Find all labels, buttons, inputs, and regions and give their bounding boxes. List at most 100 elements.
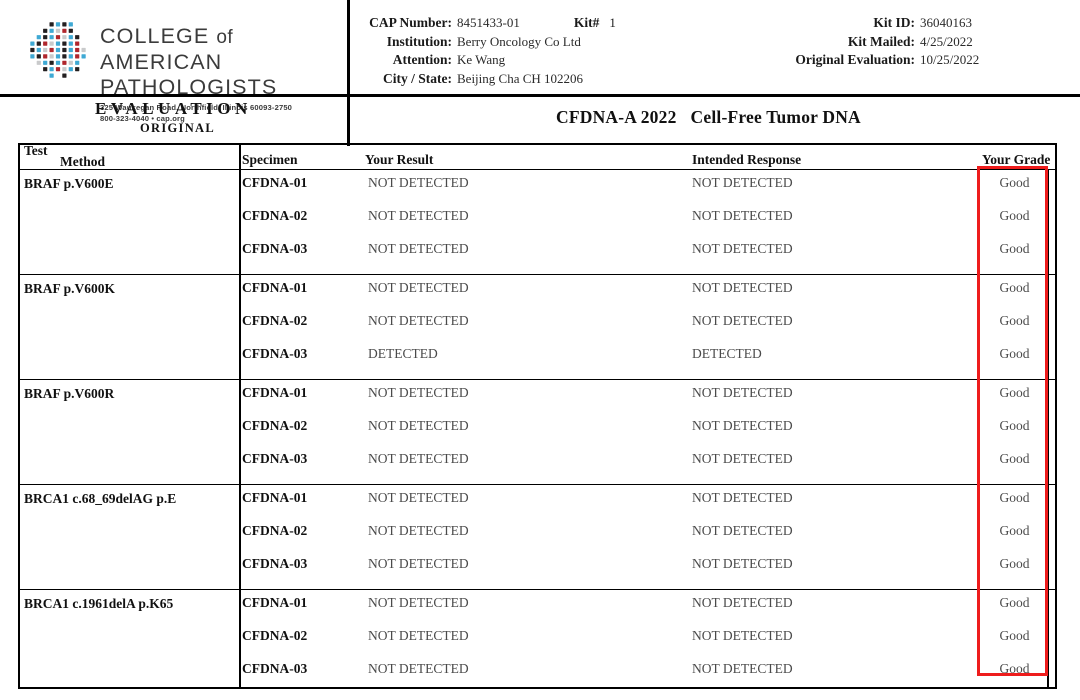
column-header-intended-response: Intended Response — [692, 152, 802, 167]
table-row: CFDNA-02 NOT DETECTED NOT DETECTED Good — [20, 521, 1055, 554]
cell-your-result: NOT DETECTED — [368, 280, 469, 295]
table-row: CFDNA-03 DETECTED DETECTED Good — [20, 344, 1055, 377]
cell-your-grade: Good — [999, 661, 1030, 676]
cell-your-grade: Good — [999, 313, 1030, 328]
table-row: CFDNA-03 NOT DETECTED NOT DETECTED Good — [20, 659, 1055, 692]
cell-intended-response: NOT DETECTED — [692, 490, 793, 505]
cell-your-result: NOT DETECTED — [368, 313, 469, 328]
evaluation-title: EVALUATION — [95, 99, 252, 118]
cell-intended-response: NOT DETECTED — [692, 280, 793, 295]
org-address-line-2: 800-323-4040 • cap.org — [100, 113, 185, 123]
table-body: BRAF p.V600E CFDNA-01 NOT DETECTED NOT DETE… — [20, 170, 1055, 694]
cell-your-result: DETECTED — [368, 346, 438, 361]
cell-intended-response: NOT DETECTED — [692, 385, 793, 400]
table-header-row: Test Method Specimen Your Result Intende… — [20, 143, 1055, 170]
cell-your-result: NOT DETECTED — [368, 175, 469, 190]
cell-specimen: CFDNA-03 — [242, 661, 308, 676]
cell-your-result: NOT DETECTED — [368, 595, 469, 610]
cell-your-grade: Good — [999, 280, 1030, 295]
column-header-specimen: Specimen — [242, 152, 298, 167]
org-name-word-of: of — [216, 27, 234, 48]
table-column-divider-specimen — [239, 145, 241, 689]
cell-specimen: CFDNA-01 — [242, 385, 308, 400]
header-vertical-divider — [347, 0, 350, 146]
field-label: City / State: — [383, 70, 452, 86]
cell-intended-response: NOT DETECTED — [692, 556, 793, 571]
field-label: Original Evaluation: — [795, 52, 915, 67]
test-method-name: BRCA1 c.1961delA p.K65 — [24, 596, 174, 611]
organization-block: COLLEGE of AMERICAN PATHOLOGISTS 325 Wau… — [0, 0, 347, 123]
cell-specimen: CFDNA-02 — [242, 418, 308, 433]
test-group: BRCA1 c.1961delA p.K65 CFDNA-01 NOT DETECT… — [20, 590, 1055, 694]
cell-intended-response: NOT DETECTED — [692, 523, 793, 538]
cell-intended-response: NOT DETECTED — [692, 418, 793, 433]
field-label: Attention: — [392, 52, 452, 67]
cell-your-result: NOT DETECTED — [368, 208, 469, 223]
table-row: CFDNA-01 NOT DETECTED NOT DETECTED Good — [20, 488, 1055, 521]
cell-specimen: CFDNA-02 — [242, 313, 308, 328]
cell-specimen: CFDNA-03 — [242, 346, 308, 361]
field-value: Ke Wang — [457, 52, 506, 67]
column-header-your-result: Your Result — [365, 152, 434, 167]
field-city-state: City / State: Beijing Cha CH 102206 — [356, 70, 746, 89]
field-label: Institution: — [386, 33, 452, 49]
field-value: 10/25/2022 — [920, 52, 980, 67]
cell-specimen: CFDNA-02 — [242, 208, 308, 223]
cell-specimen: CFDNA-01 — [242, 490, 308, 505]
cell-your-grade: Good — [999, 595, 1030, 610]
table-row: CFDNA-03 NOT DETECTED NOT DETECTED Good — [20, 554, 1055, 587]
cell-intended-response: NOT DETECTED — [692, 313, 793, 328]
test-method-name: BRAF p.V600K — [24, 281, 116, 296]
table-row: CFDNA-01 NOT DETECTED NOT DETECTED Good — [20, 593, 1055, 626]
test-method-name: BRAF p.V600R — [24, 386, 115, 401]
cell-intended-response: NOT DETECTED — [692, 595, 793, 610]
cell-your-result: NOT DETECTED — [368, 418, 469, 433]
cell-specimen: CFDNA-03 — [242, 241, 308, 256]
test-group: BRAF p.V600K CFDNA-01 NOT DETECTED NOT DETE… — [20, 275, 1055, 380]
cell-your-grade: Good — [999, 175, 1030, 190]
test-group: BRAF p.V600R CFDNA-01 NOT DETECTED NOT DETE… — [20, 380, 1055, 485]
field-value: 36040163 — [920, 15, 972, 30]
header-fields-right-column: Kit ID: 36040163 Kit Mailed: 4/25/2022 O… — [747, 14, 1037, 70]
table-row: CFDNA-01 NOT DETECTED NOT DETECTED Good — [20, 278, 1055, 311]
cell-your-grade: Good — [999, 490, 1030, 505]
cell-intended-response: NOT DETECTED — [692, 661, 793, 676]
field-value: Beijing Cha CH 102206 — [457, 70, 584, 86]
field-value: 4/25/2022 — [920, 33, 973, 49]
survey-code: CFDNA-A 2022 — [556, 107, 677, 127]
cell-intended-response: NOT DETECTED — [692, 451, 793, 466]
column-header-your-grade: Your Grade — [982, 152, 1051, 170]
cell-your-result: NOT DETECTED — [368, 523, 469, 538]
table-row: CFDNA-02 NOT DETECTED NOT DETECTED Good — [20, 206, 1055, 239]
cell-your-result: NOT DETECTED — [368, 451, 469, 466]
cell-your-grade: Good — [999, 241, 1030, 256]
header-fields-left-column: CAP Number: 8451433-01 Kit# 1 Institutio… — [356, 14, 746, 88]
results-table: Test Method Specimen Your Result Intende… — [18, 143, 1057, 689]
field-kit-id: Kit ID: 36040163 — [747, 14, 1037, 33]
cell-specimen: CFDNA-03 — [242, 451, 308, 466]
cell-your-result: NOT DETECTED — [368, 628, 469, 643]
field-label: Kit Mailed: — [847, 33, 915, 49]
cell-your-grade: Good — [999, 556, 1030, 571]
table-row: CFDNA-01 NOT DETECTED NOT DETECTED Good — [20, 173, 1055, 206]
org-address-line-1: 325 Waukegan Road, Northfield, Illinois … — [100, 103, 293, 112]
cell-specimen: CFDNA-01 — [242, 280, 308, 295]
survey-title: CFDNA-A 2022 Cell-Free Tumor DNA — [556, 107, 861, 128]
cell-specimen: CFDNA-01 — [242, 175, 308, 190]
cell-your-grade: Good — [999, 418, 1030, 433]
survey-name: Cell-Free Tumor DNA — [690, 107, 861, 127]
cell-intended-response: NOT DETECTED — [692, 175, 793, 190]
cell-intended-response: NOT DETECTED — [692, 241, 793, 256]
cap-dot-circle-logo-icon — [26, 18, 88, 80]
field-cap-number: CAP Number: 8451433-01 Kit# 1 — [356, 14, 746, 33]
cell-specimen: CFDNA-01 — [242, 595, 308, 610]
org-name-word-college: COLLEGE — [100, 24, 210, 48]
cell-your-result: NOT DETECTED — [368, 241, 469, 256]
field-institution: Institution: Berry Oncology Co Ltd — [356, 33, 746, 52]
test-group: BRCA1 c.68_69delAG p.E CFDNA-01 NOT DETECT… — [20, 485, 1055, 590]
cell-your-grade: Good — [999, 628, 1030, 643]
field-kit-mailed: Kit Mailed: 4/25/2022 — [747, 33, 1037, 52]
field-attention: Attention: Ke Wang — [356, 51, 746, 70]
cell-intended-response: NOT DETECTED — [692, 208, 793, 223]
